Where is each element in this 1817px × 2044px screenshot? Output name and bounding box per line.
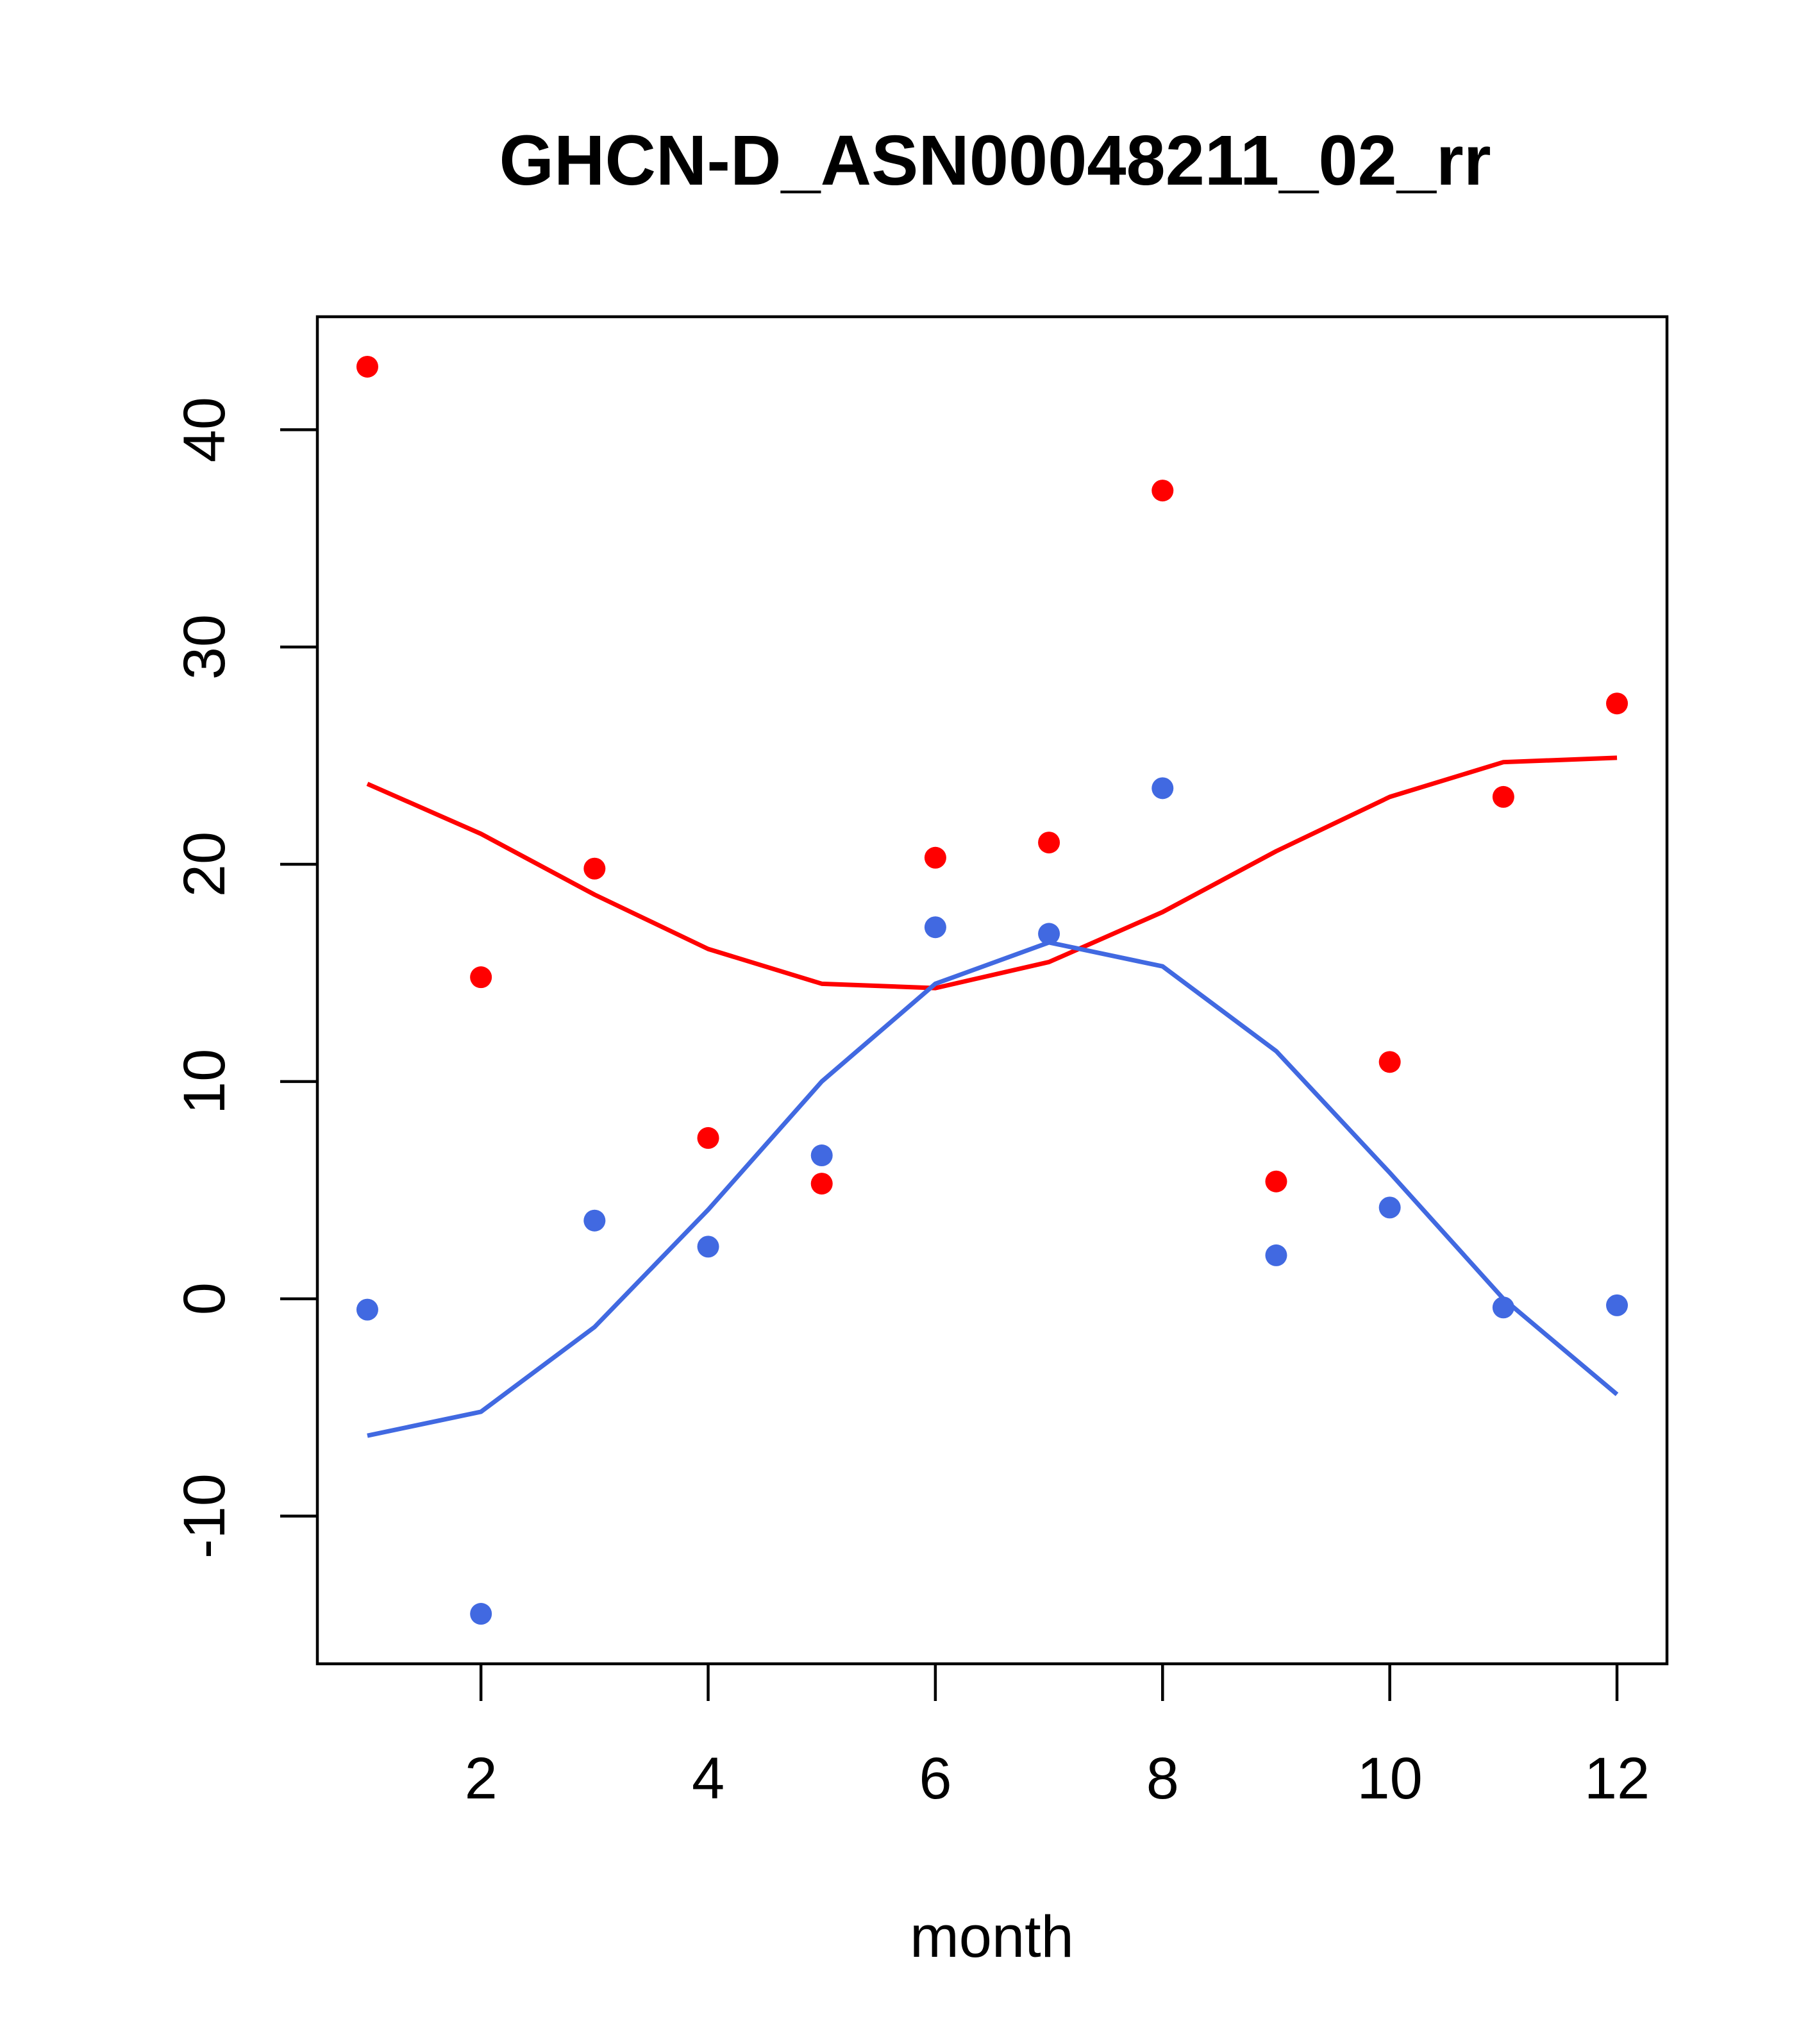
x-tick-label-5: 12 [1584,1746,1650,1811]
y-tick-label-3: 20 [172,832,237,897]
series-1-point-9 [1378,1196,1401,1219]
series-1-point-6 [1038,923,1060,945]
y-tick-label-0: -10 [172,1473,237,1559]
x-tick-label-3: 8 [1146,1746,1179,1811]
y-tick-label-4: 30 [172,614,237,680]
x-axis-label: month [910,1904,1074,1970]
series-0-point-0 [356,355,378,378]
series-1-point-11 [1606,1294,1629,1316]
series-0-point-9 [1378,1051,1401,1073]
series-1-point-0 [356,1298,378,1321]
plot-area [356,355,1629,1625]
y-tick-label-2: 10 [172,1049,237,1114]
chart-title: GHCN-D_ASN00048211_02_rr [499,121,1491,200]
series-0-line [366,755,1618,991]
series-0-point-1 [470,966,492,989]
series-0-point-10 [1492,785,1514,808]
series-1-line [367,940,1619,1438]
series-1-point-4 [810,1144,833,1167]
y-tick-label-5: 40 [172,397,237,462]
y-axis: -10 0 10 20 30 40 [172,397,317,1559]
series-0-point-8 [1265,1170,1287,1193]
series-0-point-4 [810,1173,833,1195]
x-tick-label-0: 2 [465,1746,498,1811]
x-tick-label-2: 6 [919,1746,951,1811]
series-0-point-6 [1038,832,1060,854]
x-tick-label-4: 10 [1357,1746,1422,1811]
series-1-point-8 [1265,1244,1287,1266]
series-0-point-5 [924,846,946,869]
y-tick-label-1: 0 [172,1282,237,1315]
series-1-point-1 [470,1603,492,1625]
series-0-point-2 [583,857,606,880]
series-1-point-3 [697,1236,719,1258]
x-axis: 2 4 6 8 10 12 [465,1664,1650,1811]
plot-frame [315,315,1669,1666]
series-0-point-7 [1151,480,1174,502]
series-1-point-5 [924,916,946,939]
series-1-point-7 [1151,777,1174,800]
series-1-point-2 [583,1209,606,1232]
x-tick-label-1: 4 [692,1746,724,1811]
series-0-point-11 [1606,692,1629,715]
series-1-point-10 [1492,1296,1514,1319]
series-0-point-3 [697,1127,719,1149]
